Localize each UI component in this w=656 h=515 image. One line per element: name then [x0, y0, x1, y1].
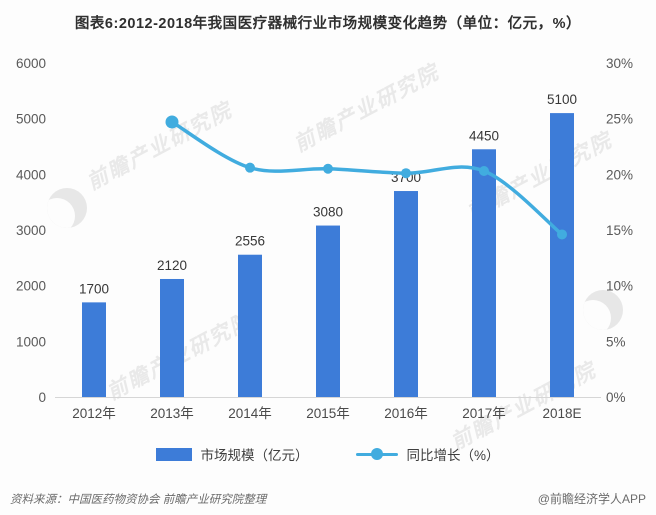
- left-axis-tick: 1000: [16, 334, 46, 349]
- left-axis-tick: 0: [38, 390, 46, 405]
- x-axis-label: 2015年: [306, 406, 350, 421]
- x-axis-label: 2014年: [228, 406, 272, 421]
- combo-chart: 0 1000 2000 3000 4000 5000 6000 0% 5% 10% 15% 20% 25…: [16, 56, 633, 421]
- bar-value-label: 5100: [547, 92, 577, 107]
- right-axis-tick: 20%: [606, 167, 633, 182]
- bar: [472, 149, 496, 397]
- line-point: [245, 162, 255, 173]
- bar: [550, 113, 574, 397]
- bar: [238, 254, 262, 397]
- bar: [82, 302, 106, 397]
- line-point: [165, 115, 179, 129]
- growth-line: [170, 120, 564, 237]
- right-axis-tick: 30%: [606, 56, 633, 71]
- line-point: [479, 165, 489, 176]
- left-axis-tick: 4000: [16, 167, 46, 182]
- left-axis-tick: 5000: [16, 112, 46, 127]
- x-axis-label: 2017年: [462, 406, 506, 421]
- bar-value-label: 2120: [157, 258, 187, 273]
- x-axis-label: 2018E: [542, 406, 581, 421]
- line-series-swatch: [356, 448, 399, 460]
- bar-value-label: 2556: [235, 234, 265, 249]
- bar-value-label: 4450: [469, 128, 499, 143]
- legend-label: 同比增长（%）: [406, 448, 500, 463]
- legend-label: 市场规模（亿元）: [200, 448, 309, 463]
- right-axis-tick: 15%: [606, 223, 633, 238]
- bar: [394, 191, 418, 397]
- legend: 市场规模（亿元） 同比增长（%）: [0, 444, 656, 464]
- line-point: [557, 229, 567, 240]
- right-axis-tick: 0%: [606, 390, 626, 405]
- bar-value-label: 1700: [79, 281, 109, 296]
- footer: 资料来源：中国医药物资协会 前瞻产业研究院整理 @前瞻经济学人APP: [0, 490, 656, 507]
- line-point: [401, 168, 411, 179]
- data-source-note: 资料来源：中国医药物资协会 前瞻产业研究院整理: [10, 494, 267, 506]
- credit-watermark: @前瞻经济学人APP: [537, 492, 646, 506]
- watermark-logo-icon: [583, 290, 623, 330]
- left-axis-tick: 6000: [16, 56, 46, 71]
- right-axis-tick: 25%: [606, 112, 633, 127]
- bar-series-swatch: [156, 447, 193, 461]
- bar-value-label: 3080: [313, 205, 343, 220]
- left-axis-tick: 2000: [16, 279, 46, 294]
- legend-item-yoy-growth: 同比增长（%）: [356, 444, 500, 464]
- chart-title: 图表6:2012-2018年我国医疗器械行业市场规模变化趋势（单位：亿元，%）: [74, 16, 582, 32]
- left-axis-tick: 3000: [16, 223, 46, 238]
- watermark-logo-icon: [47, 188, 87, 228]
- line-point: [323, 163, 333, 174]
- right-axis-tick: 5%: [606, 334, 626, 349]
- right-axis-tick: 10%: [606, 279, 633, 294]
- bar: [160, 278, 184, 397]
- bar: [316, 225, 340, 397]
- x-axis-label: 2016年: [384, 406, 428, 421]
- legend-item-market-size: 市场规模（亿元）: [156, 444, 308, 464]
- x-axis-label: 2013年: [150, 406, 194, 421]
- x-axis-label: 2012年: [72, 406, 116, 421]
